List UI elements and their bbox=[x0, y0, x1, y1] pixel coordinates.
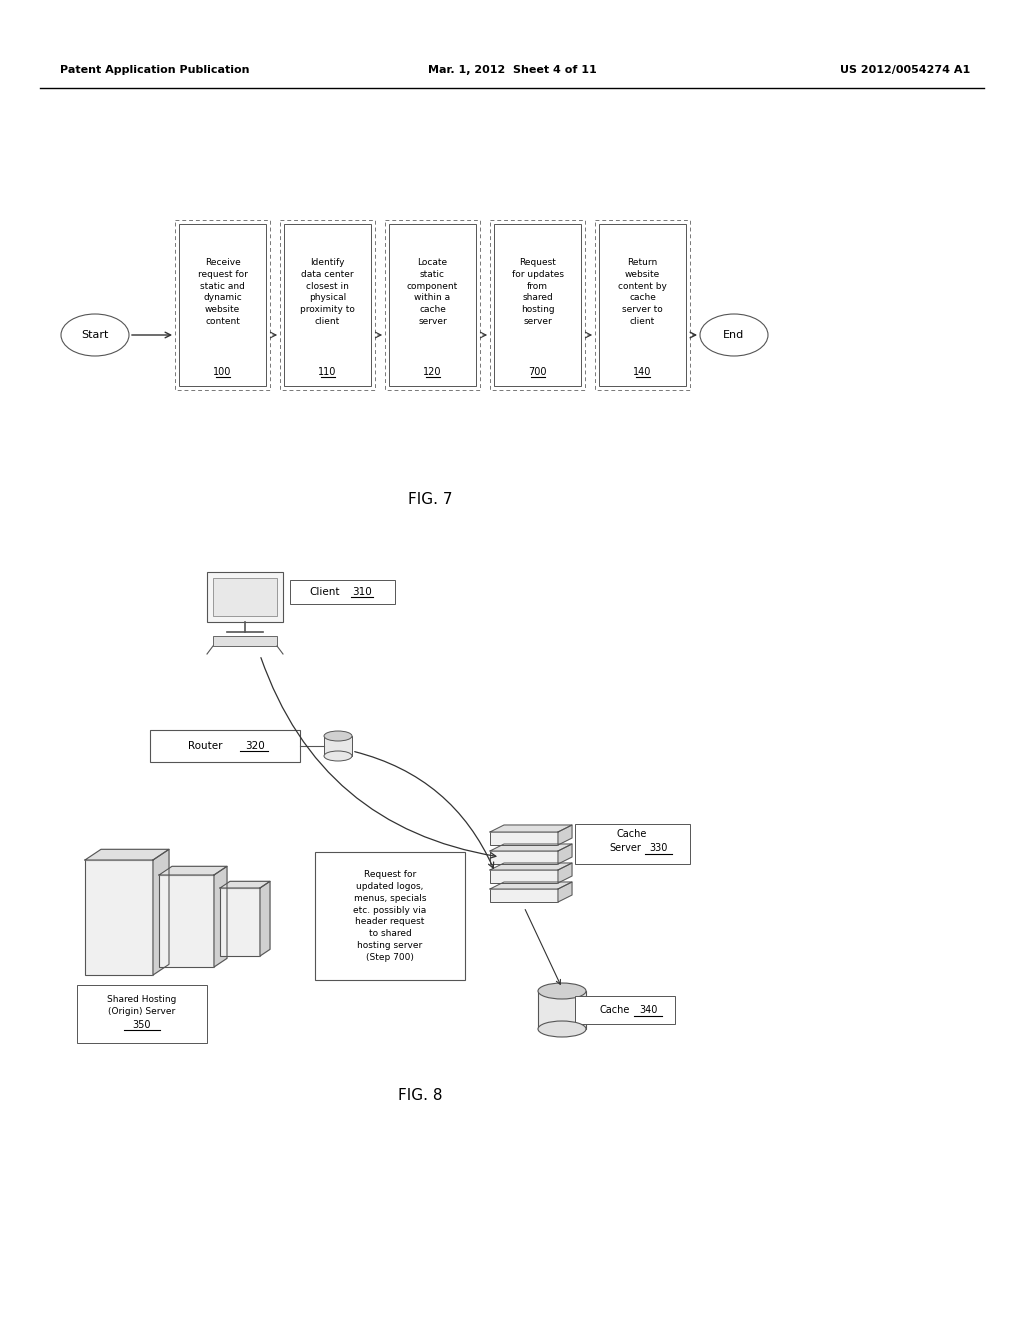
Text: Cache: Cache bbox=[616, 829, 647, 840]
FancyBboxPatch shape bbox=[150, 730, 300, 762]
Text: Receive
request for
static and
dynamic
website
content: Receive request for static and dynamic w… bbox=[198, 257, 248, 326]
Text: End: End bbox=[723, 330, 744, 341]
FancyBboxPatch shape bbox=[389, 224, 476, 385]
Text: 110: 110 bbox=[318, 367, 337, 378]
FancyBboxPatch shape bbox=[575, 997, 675, 1024]
Polygon shape bbox=[558, 825, 572, 845]
FancyBboxPatch shape bbox=[290, 579, 395, 605]
FancyBboxPatch shape bbox=[220, 888, 260, 956]
Text: 120: 120 bbox=[423, 367, 441, 378]
Text: FIG. 7: FIG. 7 bbox=[408, 492, 453, 507]
Text: 330: 330 bbox=[649, 843, 668, 853]
FancyBboxPatch shape bbox=[490, 220, 585, 389]
FancyBboxPatch shape bbox=[599, 224, 686, 385]
Polygon shape bbox=[490, 825, 572, 832]
FancyBboxPatch shape bbox=[213, 636, 278, 645]
Text: Cache: Cache bbox=[600, 1005, 630, 1015]
Polygon shape bbox=[153, 849, 169, 975]
Text: 140: 140 bbox=[633, 367, 651, 378]
Text: Request for
updated logos,
menus, specials
etc. possibly via
header request
to s: Request for updated logos, menus, specia… bbox=[353, 870, 427, 962]
Text: Server: Server bbox=[609, 843, 641, 853]
FancyBboxPatch shape bbox=[213, 578, 278, 616]
Text: 700: 700 bbox=[528, 367, 547, 378]
Text: Identify
data center
closest in
physical
proximity to
client: Identify data center closest in physical… bbox=[300, 257, 355, 326]
Text: 340: 340 bbox=[639, 1005, 657, 1015]
FancyBboxPatch shape bbox=[284, 224, 371, 385]
FancyBboxPatch shape bbox=[595, 220, 690, 389]
FancyBboxPatch shape bbox=[280, 220, 375, 389]
FancyBboxPatch shape bbox=[490, 888, 558, 902]
Text: Patent Application Publication: Patent Application Publication bbox=[60, 65, 250, 75]
Polygon shape bbox=[214, 866, 227, 968]
Text: Mar. 1, 2012  Sheet 4 of 11: Mar. 1, 2012 Sheet 4 of 11 bbox=[428, 65, 596, 75]
FancyBboxPatch shape bbox=[385, 220, 480, 389]
Polygon shape bbox=[558, 882, 572, 902]
Text: FIG. 8: FIG. 8 bbox=[397, 1088, 442, 1102]
Text: Locate
static
component
within a
cache
server: Locate static component within a cache s… bbox=[407, 257, 458, 326]
Ellipse shape bbox=[700, 314, 768, 356]
Polygon shape bbox=[490, 863, 572, 870]
Text: 310: 310 bbox=[352, 587, 372, 597]
Polygon shape bbox=[85, 849, 169, 861]
FancyBboxPatch shape bbox=[207, 572, 283, 622]
Text: 350: 350 bbox=[133, 1020, 152, 1030]
FancyBboxPatch shape bbox=[324, 737, 352, 756]
FancyBboxPatch shape bbox=[179, 224, 266, 385]
Polygon shape bbox=[490, 882, 572, 888]
Ellipse shape bbox=[538, 1020, 586, 1038]
Text: US 2012/0054274 A1: US 2012/0054274 A1 bbox=[840, 65, 970, 75]
Polygon shape bbox=[558, 863, 572, 883]
FancyBboxPatch shape bbox=[77, 985, 207, 1043]
Text: Shared Hosting: Shared Hosting bbox=[108, 994, 177, 1003]
Ellipse shape bbox=[324, 751, 352, 762]
FancyBboxPatch shape bbox=[490, 851, 558, 865]
Text: Request
for updates
from
shared
hosting
server: Request for updates from shared hosting … bbox=[512, 257, 563, 326]
FancyBboxPatch shape bbox=[575, 824, 690, 865]
Polygon shape bbox=[220, 882, 270, 888]
Text: Start: Start bbox=[81, 330, 109, 341]
FancyBboxPatch shape bbox=[538, 991, 586, 1030]
Text: 320: 320 bbox=[245, 741, 265, 751]
FancyBboxPatch shape bbox=[175, 220, 270, 389]
Ellipse shape bbox=[324, 731, 352, 741]
Ellipse shape bbox=[61, 314, 129, 356]
FancyBboxPatch shape bbox=[490, 870, 558, 883]
FancyBboxPatch shape bbox=[494, 224, 581, 385]
Text: Return
website
content by
cache
server to
client: Return website content by cache server t… bbox=[618, 257, 667, 326]
FancyBboxPatch shape bbox=[85, 861, 153, 975]
FancyBboxPatch shape bbox=[490, 832, 558, 845]
FancyBboxPatch shape bbox=[315, 851, 465, 979]
Polygon shape bbox=[159, 866, 227, 875]
Ellipse shape bbox=[538, 983, 586, 999]
Text: 100: 100 bbox=[213, 367, 231, 378]
Polygon shape bbox=[260, 882, 270, 956]
Text: (Origin) Server: (Origin) Server bbox=[109, 1006, 176, 1015]
Text: Client: Client bbox=[309, 587, 340, 597]
Polygon shape bbox=[558, 843, 572, 865]
Text: Router: Router bbox=[187, 741, 222, 751]
Polygon shape bbox=[490, 843, 572, 851]
FancyBboxPatch shape bbox=[159, 875, 214, 968]
